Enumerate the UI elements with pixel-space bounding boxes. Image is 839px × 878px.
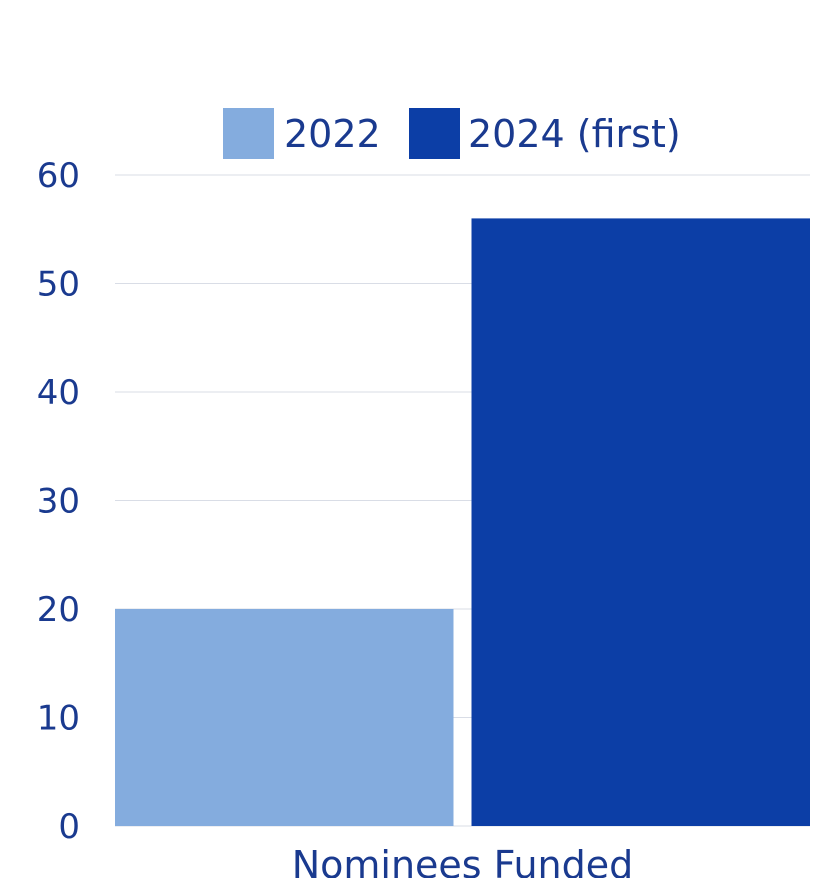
legend-label: 2022 xyxy=(284,112,381,156)
y-axis-tick-labels: 0 10 20 30 40 50 60 xyxy=(37,156,80,847)
legend-label: 2024 (first) xyxy=(468,112,681,156)
x-category-label: Nominees Funded xyxy=(292,843,634,878)
y-tick-label: 60 xyxy=(37,156,80,196)
legend: 2022 2024 (first) xyxy=(223,108,681,159)
x-axis-category-labels: Nominees Funded xyxy=(292,843,634,878)
bars xyxy=(115,218,810,826)
y-tick-label: 50 xyxy=(37,265,80,305)
y-tick-label: 0 xyxy=(58,807,80,847)
y-tick-label: 30 xyxy=(37,482,80,522)
bar-2022 xyxy=(115,609,454,826)
legend-swatch xyxy=(223,108,274,159)
y-tick-label: 20 xyxy=(37,590,80,630)
bar-2024-first xyxy=(471,218,810,826)
y-tick-label: 10 xyxy=(37,699,80,739)
legend-swatch xyxy=(409,108,460,159)
y-tick-label: 40 xyxy=(37,373,80,413)
